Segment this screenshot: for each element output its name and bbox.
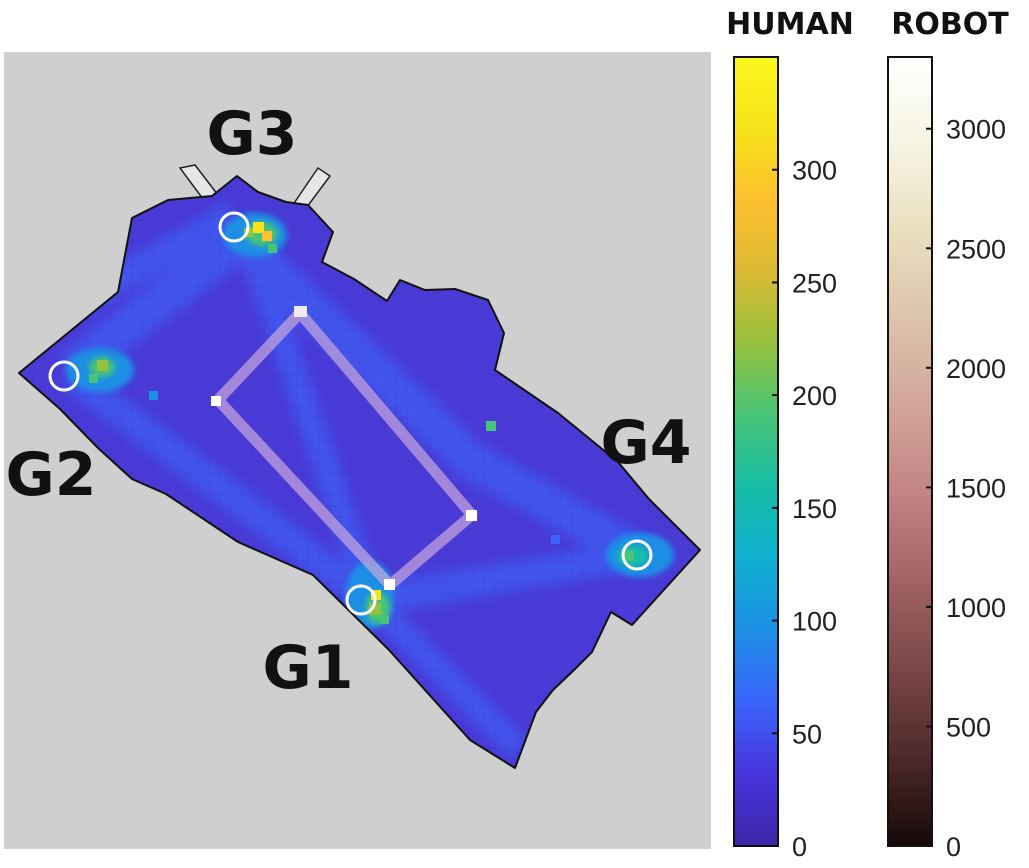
colorbar-robot-ticks: 0 500 1000 1500 2000 2500 3000 (926, 115, 1006, 862)
goal-g3-marker (218, 211, 250, 243)
colorbar-human-ticks: 0 50 100 150 200 250 300 (772, 156, 837, 862)
colorbar-human-tick-label-50: 50 (792, 719, 822, 749)
colorbar-robot-title: ROBOT (891, 7, 1009, 42)
goal-g4-label: G4 (601, 408, 692, 478)
colorbar-human-tick-label-250: 250 (792, 268, 837, 298)
goal-g3-label: G3 (207, 99, 298, 169)
colorbar-robot-tick-label-1500: 1500 (946, 473, 1006, 503)
colorbar-human-tick-label-0: 0 (792, 832, 807, 862)
goal-g2-label: G2 (6, 440, 97, 510)
goal-g1-label: G1 (263, 633, 354, 703)
colorbar-robot (887, 56, 933, 847)
colorbar-human (733, 56, 779, 847)
colorbar-robot-tick-label-0: 0 (946, 832, 961, 862)
goal-g1-marker (345, 584, 377, 616)
goal-g2-marker (48, 360, 80, 392)
map-outline (18, 175, 701, 769)
colorbar-human-tick-label-150: 150 (792, 494, 837, 524)
goal-g4-marker (621, 539, 653, 571)
colorbar-robot-tick-label-2500: 2500 (946, 234, 1006, 264)
colorbar-human-tick-label-100: 100 (792, 607, 837, 637)
colorbar-robot-tick-label-500: 500 (946, 712, 991, 742)
colorbar-human-title: HUMAN (726, 7, 854, 42)
colorbar-robot-tick-label-3000: 3000 (946, 115, 1006, 145)
colorbar-human-tick-label-200: 200 (792, 381, 837, 411)
colorbar-human-tick-label-300: 300 (792, 156, 837, 186)
colorbar-robot-tick-label-2000: 2000 (946, 354, 1006, 384)
colorbar-robot-tick-label-1000: 1000 (946, 593, 1006, 623)
